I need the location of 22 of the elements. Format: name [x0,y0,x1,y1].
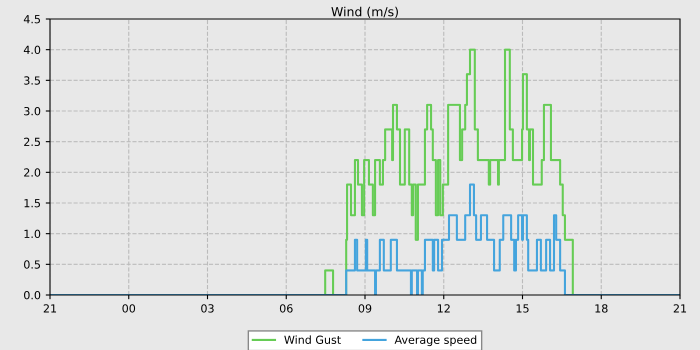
y-tick-label: 1.5 [24,199,40,208]
y-tick-label: 3.5 [24,76,40,85]
y-tick-label: 0.5 [24,260,40,269]
y-tick-label: 4.5 [24,15,40,24]
x-tick-label: 06 [280,304,293,313]
x-tick-label: 00 [122,304,136,313]
x-tick-label: 03 [201,304,214,313]
x-tick-label: 15 [516,304,529,313]
x-tick-label: 21 [674,304,686,312]
x-tick-label: 09 [358,304,372,313]
y-tick-label: 4.0 [24,46,40,54]
x-tick-label: 21 [44,304,56,312]
y-tick-label: 2.5 [24,138,40,146]
y-tick-label: 1.0 [24,230,40,238]
legend-label: Average speed [394,335,476,346]
x-tick-label: 18 [595,304,608,313]
y-tick-label: 0.0 [24,290,40,300]
x-tick-label: 12 [438,304,450,312]
y-tick-label: 3.0 [24,106,40,116]
legend-label: Wind Gust [284,335,341,344]
chart-title: Wind (m/s) [331,6,398,18]
y-tick-label: 2.0 [24,168,40,177]
